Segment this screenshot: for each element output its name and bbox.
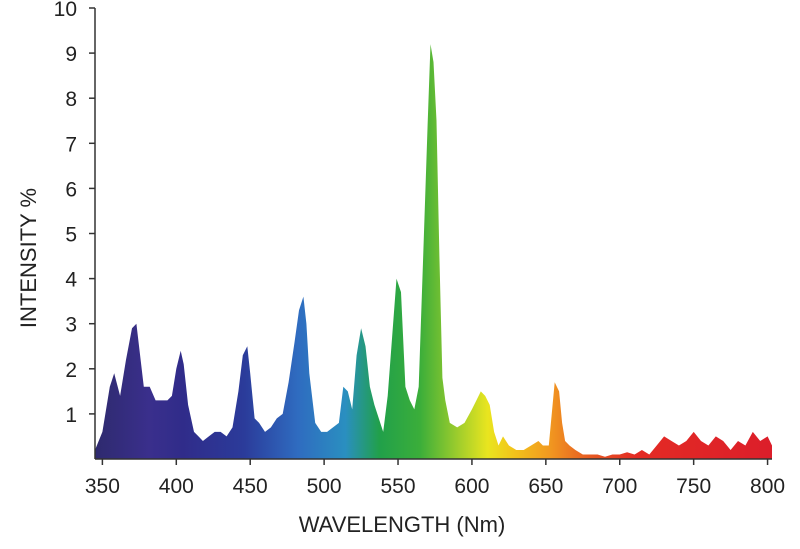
y-tick-label: 5 (65, 224, 77, 247)
y-tick-label: 3 (65, 314, 77, 337)
y-tick-label: 10 (54, 0, 77, 21)
y-tick-label: 8 (65, 88, 77, 111)
y-tick-label: 9 (65, 43, 77, 66)
x-tick-label: 550 (381, 475, 416, 498)
x-tick-label: 600 (454, 475, 489, 498)
plot-area (95, 44, 772, 459)
y-tick-label: 4 (65, 269, 77, 292)
y-tick-label: 6 (65, 178, 77, 201)
y-tick-label: 2 (65, 359, 77, 382)
x-tick-label: 700 (602, 475, 637, 498)
x-tick-label: 500 (307, 475, 342, 498)
x-tick-label: 450 (233, 475, 268, 498)
x-tick-label: 350 (85, 475, 120, 498)
y-ticks: 1 2 3 4 5 6 7 8 9 10 (54, 0, 95, 427)
y-tick-label: 1 (65, 404, 77, 427)
x-tick-label: 650 (528, 475, 563, 498)
y-axis-title: INTENSITY % (16, 188, 41, 328)
x-ticks: 350 400 450 500 550 600 650 700 750 800 (85, 459, 785, 498)
x-axis-title: WAVELENGTH (Nm) (299, 512, 506, 537)
x-tick-label: 750 (676, 475, 711, 498)
y-tick-label: 7 (65, 133, 77, 156)
x-tick-label: 400 (159, 475, 194, 498)
spectrum-area-series (95, 44, 772, 459)
x-tick-label: 800 (750, 475, 785, 498)
